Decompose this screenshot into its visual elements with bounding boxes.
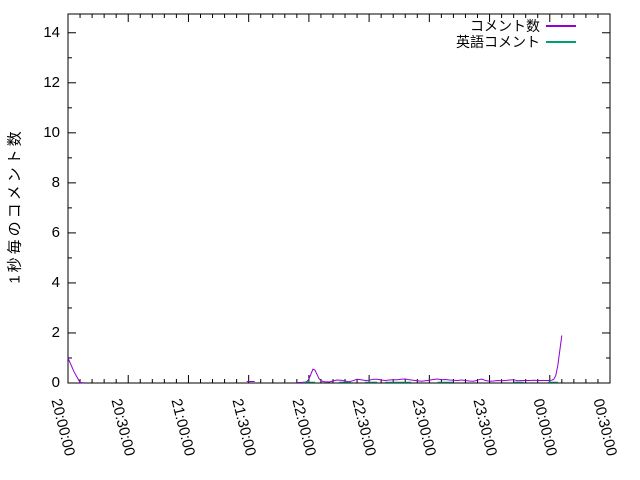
legend-entry-english-comments: 英語コメント (456, 34, 576, 50)
y-tick-label: 6 (51, 223, 60, 241)
y-axis-title: 1秒毎のコメント数 (6, 128, 24, 284)
legend: コメント数 英語コメント (456, 18, 576, 50)
series-line-0 (67, 357, 85, 384)
y-tick-label: 14 (43, 23, 60, 41)
series-line-0 (296, 335, 563, 383)
y-tick-label: 12 (43, 73, 60, 91)
legend-entry-comments: コメント数 (456, 18, 576, 34)
y-tick-label: 8 (51, 173, 60, 191)
legend-label-comments: コメント数 (470, 18, 540, 34)
legend-line-sample-english-comments (546, 41, 576, 43)
y-tick-label: 0 (51, 374, 60, 391)
y-tick-label: 4 (51, 273, 60, 291)
y-tick-label: 2 (51, 323, 60, 341)
legend-label-english-comments: 英語コメント (456, 34, 540, 50)
legend-line-sample-comments (546, 25, 576, 27)
y-tick-label: 10 (43, 123, 60, 141)
